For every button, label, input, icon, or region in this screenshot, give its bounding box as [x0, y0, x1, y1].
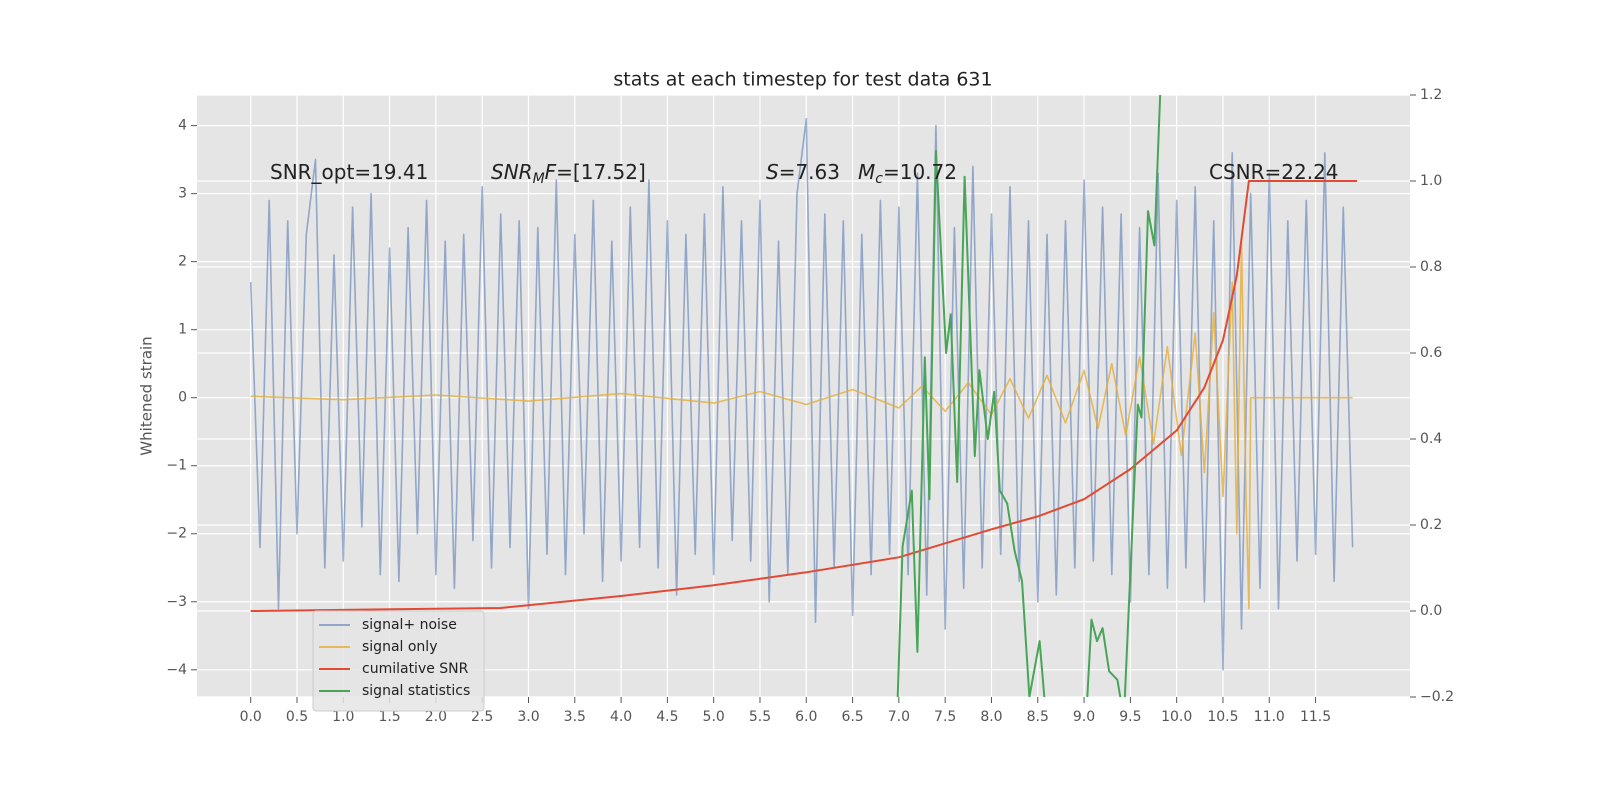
x-tick-label: 10.0 — [1161, 709, 1192, 725]
y2-tick-label: 0.2 — [1420, 517, 1442, 533]
legend-label: signal statistics — [362, 683, 470, 699]
x-tick-label: 2.5 — [471, 709, 493, 725]
annotation-part: S — [766, 160, 779, 184]
x-tick-label: 1.5 — [378, 709, 400, 725]
series-line — [250, 240, 1353, 610]
x-tick-label: 7.5 — [934, 709, 956, 725]
y-tick-label: −1 — [166, 458, 187, 474]
y-tick-label: 2 — [178, 254, 187, 270]
x-tick-label: 0.0 — [240, 709, 262, 725]
annotation-part: F — [545, 160, 557, 184]
x-tick-label: 3.0 — [517, 709, 539, 725]
x-tick-label: 0.5 — [286, 709, 308, 725]
series-line — [249, 118, 1354, 671]
y2-tick-label: −0.2 — [1420, 689, 1454, 705]
x-tick-label: 3.5 — [564, 709, 586, 725]
annotation-part: =7.63 — [779, 160, 840, 184]
y-tick-label: −3 — [166, 594, 187, 610]
annotations: SNR_opt=19.41 SNRMF=[17.52] S=7.63 Mc=10.72… — [270, 160, 1339, 188]
x-tick-label: 11.5 — [1300, 709, 1331, 725]
annotation-part: SNR — [491, 160, 533, 184]
y2-tick-label: 0.6 — [1420, 345, 1442, 361]
legend-label: signal only — [362, 639, 437, 655]
x-tick-label: 6.0 — [795, 709, 817, 725]
x-tick-label: 4.0 — [610, 709, 632, 725]
legend-box — [312, 610, 485, 712]
y-tick-label: 4 — [178, 118, 187, 134]
axes: 0.0 0.5 1.0 1.5 2.0 2.5 3.0 3.5 4.0 4.5 5.0 5.5 6.0 6… — [166, 87, 1454, 725]
annotation-part: =[17.52] — [556, 160, 646, 184]
annotation-part: M — [858, 160, 875, 184]
x-tick-label: 5.5 — [749, 709, 771, 725]
x-tick-label: 7.0 — [888, 709, 910, 725]
y-tick-label: 0 — [178, 390, 187, 406]
x-tick-label: 9.0 — [1073, 709, 1095, 725]
x-tick-label: 2.0 — [425, 709, 447, 725]
y-tick-label: 1 — [178, 322, 187, 338]
x-tick-label: 4.5 — [656, 709, 678, 725]
y2-tick-label: 0.8 — [1420, 259, 1442, 275]
annotation: SNR_opt=19.41 — [270, 160, 428, 184]
plot-background — [197, 95, 1410, 697]
y2-tick-label: 0.0 — [1420, 603, 1442, 619]
legend-label: cumilative SNR — [362, 661, 469, 677]
annotation: Mc=10.72 — [858, 160, 957, 188]
x-tick-label: 5.0 — [703, 709, 725, 725]
annotation-part: CSNR=22.24 — [1209, 160, 1339, 184]
annotation: SNRMF=[17.52] — [491, 160, 646, 188]
x-tick-label: 9.5 — [1119, 709, 1141, 725]
legend: signal+ noise signal only cumilative SNR si… — [312, 610, 485, 712]
annotation: S=7.63 — [766, 160, 840, 184]
y-axis-label: Whitened strain — [138, 336, 156, 455]
x-tick-label: 8.5 — [1027, 709, 1049, 725]
y2-tick-label: 0.4 — [1420, 431, 1442, 447]
y-tick-label: 3 — [178, 186, 187, 202]
annotation-part: c — [875, 171, 883, 187]
annotation-part: SNR_opt=19.41 — [270, 160, 428, 184]
y2-tick-label: 1.0 — [1420, 173, 1442, 189]
plot-area — [249, 95, 1358, 697]
legend-label: signal+ noise — [362, 617, 457, 633]
x-tick-label: 1.0 — [332, 709, 354, 725]
x-tick-label: 11.0 — [1254, 709, 1285, 725]
y2-tick-label: 1.2 — [1420, 87, 1442, 103]
x-tick-label: 8.0 — [980, 709, 1002, 725]
y-tick-label: −4 — [166, 662, 187, 678]
y-tick-label: −2 — [166, 526, 187, 542]
series-line — [250, 180, 1358, 612]
x-tick-label: 6.5 — [841, 709, 863, 725]
series-line — [896, 95, 1162, 697]
x-tick-label: 10.5 — [1207, 709, 1238, 725]
chart-title: stats at each timestep for test data 631 — [613, 69, 992, 91]
annotation: CSNR=22.24 — [1209, 160, 1339, 184]
annotation-part: M — [533, 171, 545, 187]
annotation-part: =10.72 — [883, 160, 957, 184]
